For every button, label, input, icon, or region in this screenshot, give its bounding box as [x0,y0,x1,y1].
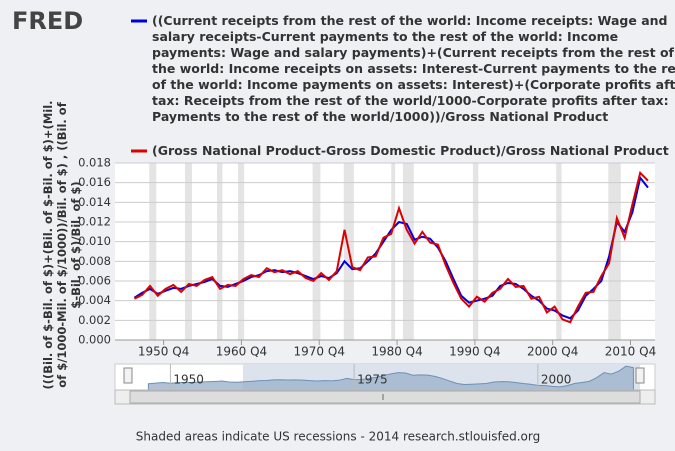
y-tick-label: 0.008 [78,254,111,268]
navigator-area [147,365,634,391]
y-tick-label: 0.006 [78,274,111,288]
y-tick-label: 0.018 [78,156,111,170]
navigator-tick-label: 1975 [357,373,388,387]
recession [185,163,193,340]
y-tick-label: 0.016 [78,175,111,189]
series-line [133,175,649,320]
recession [608,163,621,340]
x-tick-label: 1960 Q4 [216,345,267,359]
y-axis-label: (((Bil. of $-Bil. of $)+(Bil. of $-Bil. … [41,100,83,390]
navigator-handle [123,367,133,384]
navigator-handle [635,367,645,384]
legend-entry: ((Current receipts from the rest of the … [152,13,675,124]
recession [149,163,157,340]
navigator-tick-label: 1950 [173,373,204,387]
series-line [134,170,649,324]
x-tick-label: 1990 Q4 [449,345,500,359]
y-tick-label: 0.000 [78,333,111,347]
y-tick-label: 0.014 [78,195,111,209]
recession [556,163,562,340]
plot-area [115,163,655,340]
x-tick-label: 2010 Q4 [605,345,656,359]
navigator-tick-label: 2000 [541,373,572,387]
y-tick-label: 0.010 [78,234,111,248]
y-tick-label: 0.004 [78,293,111,307]
y-tick-label: 0.012 [78,215,111,229]
logo: FRED [12,7,83,35]
y-tick-label: 0.002 [78,313,111,327]
recession [391,163,396,340]
legend-entry: (Gross National Product-Gross Domestic P… [152,143,669,158]
x-tick-label: 1970 Q4 [294,345,345,359]
recession [216,163,223,340]
recession [402,163,414,340]
x-tick-label: 1980 Q4 [371,345,422,359]
recession [312,163,321,340]
x-tick-label: 1950 Q4 [138,345,189,359]
footer: Shaded areas indicate US recessions - 20… [136,430,540,444]
x-tick-label: 2000 Q4 [527,345,578,359]
recession [472,163,479,340]
scrollbar-thumb [129,390,641,404]
recession [237,163,245,340]
